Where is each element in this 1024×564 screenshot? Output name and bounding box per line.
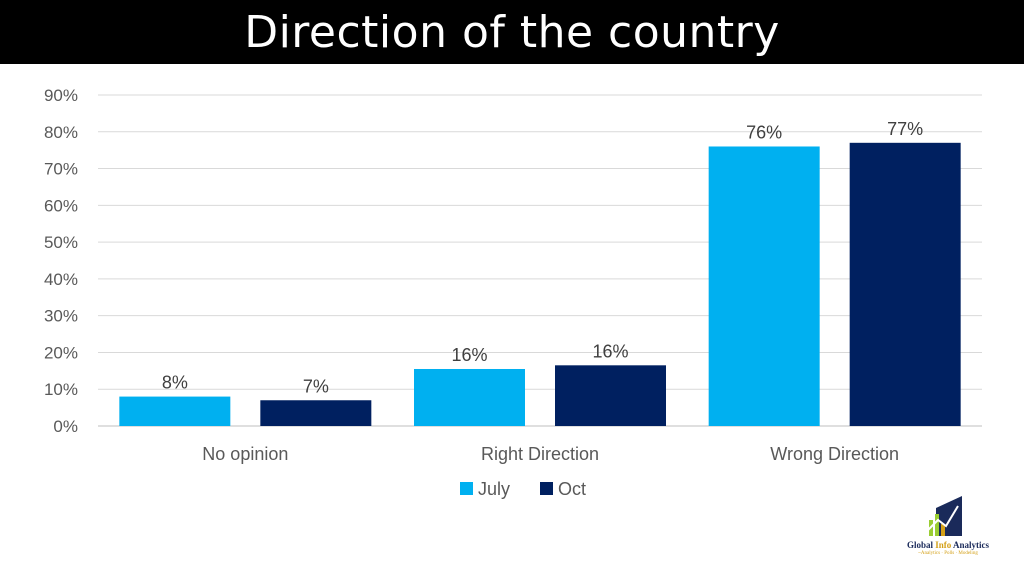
data-label: 16% bbox=[592, 341, 628, 361]
data-label: 76% bbox=[746, 122, 782, 142]
legend-swatch-july bbox=[460, 482, 473, 495]
y-tick-label: 60% bbox=[44, 196, 78, 215]
y-tick-label: 0% bbox=[53, 417, 78, 436]
bar-chart: 0% 10% 20% 30% 40% 50% 60% 70% 80% 90% 8% 7% No opin… bbox=[44, 86, 982, 499]
logo-mark-icon bbox=[927, 496, 962, 536]
bar-oct bbox=[260, 400, 372, 426]
legend-label: Oct bbox=[558, 479, 586, 499]
legend-label: July bbox=[478, 479, 510, 499]
logo-tagline: ~Analytics · Polls · Modeling bbox=[918, 551, 978, 556]
y-tick-label: 40% bbox=[44, 270, 78, 289]
page-title: Direction of the country bbox=[244, 6, 780, 58]
data-label: 16% bbox=[451, 345, 487, 365]
y-tick-label: 80% bbox=[44, 123, 78, 142]
category-label: Right Direction bbox=[481, 444, 599, 464]
bar-oct bbox=[849, 142, 961, 427]
y-tick-label: 90% bbox=[44, 86, 78, 105]
logo-name: Global Info Analytics bbox=[906, 540, 990, 550]
y-tick-label: 70% bbox=[44, 160, 78, 179]
y-tick-label: 20% bbox=[44, 343, 78, 362]
category-label: No opinion bbox=[202, 444, 288, 464]
bar-oct bbox=[555, 365, 666, 426]
y-tick-label: 50% bbox=[44, 233, 78, 252]
title-bar: Direction of the country bbox=[0, 0, 1024, 64]
company-logo: Global Info Analytics ~Analytics · Polls… bbox=[898, 490, 998, 560]
bar-july bbox=[414, 368, 525, 426]
legend-swatch-oct bbox=[540, 482, 553, 495]
bar-july bbox=[708, 146, 820, 426]
y-tick-label: 10% bbox=[44, 380, 78, 399]
category-label: Wrong Direction bbox=[770, 444, 899, 464]
data-label: 8% bbox=[162, 373, 188, 393]
bar-july bbox=[119, 396, 231, 426]
y-tick-label: 30% bbox=[44, 307, 78, 326]
data-label: 7% bbox=[303, 376, 329, 396]
data-label: 77% bbox=[887, 119, 923, 139]
